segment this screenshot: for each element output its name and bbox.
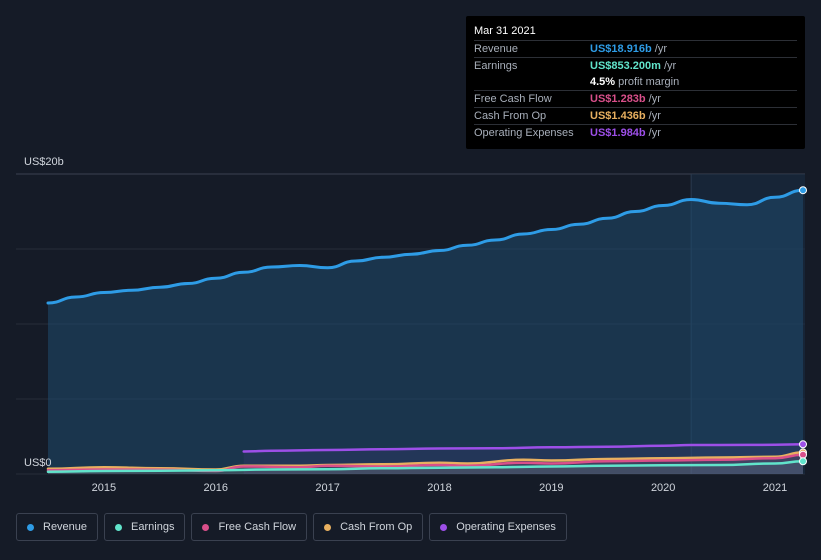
x-axis-ticks: 2015 2016 2017 2018 2019 2020 2021 [92,482,788,494]
tooltip-date: Mar 31 2021 [474,25,536,37]
tooltip-label: Cash From Op [474,110,547,122]
end-markers [799,186,807,466]
tooltip-rows: Revenue US$18.916b/yr Earnings US$853.200m /… [474,40,797,141]
tooltip-row: Operating Expenses US$1.984b/yr [474,124,797,141]
tooltip-value: US$853.200m [590,60,661,72]
legend-item-earnings[interactable]: Earnings [104,513,186,541]
tooltip-value: US$1.283b [590,93,646,105]
tooltip-value: US$18.916b [590,43,652,55]
tooltip-unit: /yr [648,110,661,122]
tooltip-row: Free Cash Flow US$1.283b/yr [474,90,797,107]
tooltip-label: Free Cash Flow [474,93,552,105]
legend-label: Cash From Op [340,521,413,533]
series-line-revenue [46,188,805,305]
legend-item-free-cash-flow[interactable]: Free Cash Flow [191,513,308,541]
y-axis-bottom-label: US$0 [24,457,52,469]
x-tick-2020: 2020 [651,482,675,494]
y-axis-top-label: US$20b [24,156,64,168]
series-line-earnings [46,460,805,473]
legend: Revenue Earnings Free Cash Flow Cash From O… [16,513,567,541]
tooltip-value: 4.5% [590,76,616,88]
tooltip-value: US$1.436b [590,110,646,122]
x-tick-2017: 2017 [315,482,339,494]
tooltip-label [474,74,590,90]
legend-dot-icon [202,523,210,531]
tooltip-label: Revenue [474,43,519,55]
tooltip-row: Revenue US$18.916b/yr [474,40,797,57]
legend-item-operating-expenses[interactable]: Operating Expenses [429,513,567,541]
legend-dot-icon [27,523,34,531]
legend-label: Free Cash Flow [218,521,297,533]
tooltip-label: Operating Expenses [474,127,574,139]
end-marker-operating-expenses [799,440,807,449]
end-marker-revenue [799,186,807,195]
x-tick-2015: 2015 [92,482,116,494]
tooltip-unit: /yr [648,127,661,139]
legend-dot-icon [440,523,448,531]
tooltip-unit: /yr [654,43,667,55]
legend-label: Operating Expenses [456,521,556,533]
legend-item-cash-from-op[interactable]: Cash From Op [313,513,424,541]
series-layer [46,188,805,474]
data-tooltip: Mar 31 2021 Revenue US$18.916b/yr Earnings… [466,16,805,149]
legend-label: Earnings [131,521,175,533]
x-tick-2019: 2019 [539,482,563,494]
series-area-revenue [48,190,803,474]
end-marker-earnings [799,457,807,466]
tooltip-unit: /yr [663,60,677,72]
legend-dot-icon [115,523,123,531]
x-tick-2018: 2018 [427,482,451,494]
tooltip-unit: profit margin [618,76,680,88]
tooltip-row: Earnings US$853.200m/yr [474,57,797,74]
x-tick-2016: 2016 [204,482,228,494]
legend-dot-icon [324,523,332,531]
tooltip-unit: /yr [648,93,661,105]
legend-label: Revenue [43,521,88,533]
tooltip-label: Earnings [474,60,518,72]
x-tick-2021: 2021 [763,482,787,494]
legend-item-revenue[interactable]: Revenue [16,513,99,541]
series-line-operating-expenses [242,443,805,453]
tooltip-row: 4.5% profit margin [474,74,797,90]
tooltip-row: Cash From Op US$1.436b/yr [474,107,797,124]
tooltip-value: US$1.984b [590,127,646,139]
